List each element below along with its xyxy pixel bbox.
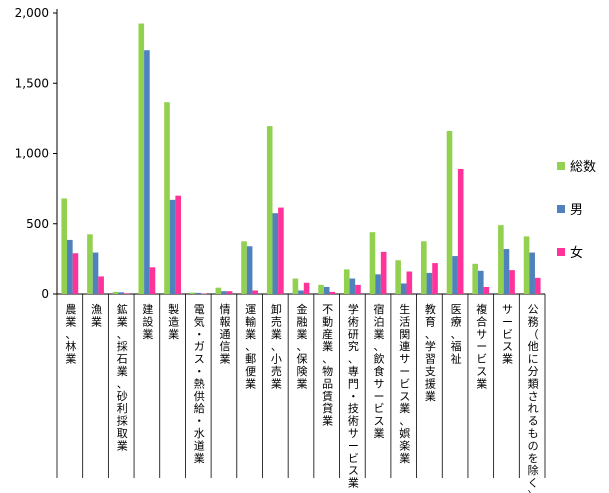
bar-女-11 xyxy=(355,284,361,294)
category-label: 学術研究、専門・技術サービス業 xyxy=(348,302,359,490)
category-label: サービス業 xyxy=(502,303,513,366)
category-label: 医療、福祉 xyxy=(451,303,462,366)
bar-総数-7 xyxy=(241,241,247,294)
bar-男-5 xyxy=(195,292,202,294)
category-labels: 農業、林業 漁業 鉱業、採石業、砂利採取業 建設業 製造業 電気・ガス・熱供給・水道業 情報… xyxy=(65,302,538,493)
bar-総数-15 xyxy=(446,131,453,294)
bar-女-0 xyxy=(72,253,79,294)
bar-総数-6 xyxy=(215,287,222,294)
bar-男-4 xyxy=(169,199,176,294)
bar-女-17 xyxy=(509,270,515,294)
bar-総数-4 xyxy=(164,102,170,294)
bar-男-0 xyxy=(67,239,73,294)
category-label: 運輸業、郵便業 xyxy=(245,303,256,390)
category-label: 製造業 xyxy=(168,302,179,341)
bar-女-12 xyxy=(380,251,387,294)
y-tick-label: 500 xyxy=(26,217,49,231)
bar-女-8 xyxy=(278,207,284,294)
category-label: 生活関連サービス業、娯楽業 xyxy=(399,302,410,465)
bar-女-3 xyxy=(149,267,156,294)
category-label: 教育、学習支援業 xyxy=(425,303,436,403)
bar-男-11 xyxy=(349,278,356,294)
bar-女-5 xyxy=(201,293,207,295)
bar-男-9 xyxy=(298,290,304,294)
category-label: 漁業 xyxy=(91,302,102,328)
category-label: 公務（他に分類されるものを除く） xyxy=(528,303,539,493)
bar-総数-17 xyxy=(498,225,504,294)
category-label: 金融業、保険業 xyxy=(297,302,308,390)
bar-総数-18 xyxy=(523,236,530,294)
bar-総数-5 xyxy=(189,292,196,294)
bar-総数-11 xyxy=(343,269,350,294)
bar-女-1 xyxy=(98,276,104,294)
category-label: 鉱業、採石業、砂利採取業 xyxy=(117,302,128,452)
bar-男-14 xyxy=(426,272,433,294)
bar-女-4 xyxy=(175,195,181,294)
category-label: 建設業 xyxy=(142,302,153,341)
category-label: 農業、林業 xyxy=(65,302,76,366)
bar-男-17 xyxy=(503,249,510,294)
legend-label: 総数 xyxy=(570,160,596,175)
bar-女-6 xyxy=(226,291,233,294)
bar-女-14 xyxy=(432,263,438,294)
bar-男-3 xyxy=(144,50,150,294)
bar-総数-9 xyxy=(292,278,299,294)
bar-男-10 xyxy=(323,286,330,294)
bar-女-7 xyxy=(252,290,259,294)
legend-swatch xyxy=(557,248,565,256)
bar-女-15 xyxy=(457,168,464,294)
bar-男-15 xyxy=(452,256,458,294)
legend-label: 女 xyxy=(570,245,583,261)
bar-女-2 xyxy=(124,293,130,294)
category-label: 複合サービス業 xyxy=(476,302,487,390)
y-tick-label: 2,000 xyxy=(15,6,49,20)
bar-男-7 xyxy=(246,246,253,294)
bar-女-16 xyxy=(483,286,490,294)
legend-swatch xyxy=(557,162,565,170)
bar-総数-3 xyxy=(138,23,145,294)
bar-総数-1 xyxy=(87,234,93,294)
bar-男-8 xyxy=(272,213,279,294)
bar-総数-16 xyxy=(472,263,478,294)
y-tick-label: 0 xyxy=(41,287,49,301)
bar-男-6 xyxy=(221,291,227,294)
y-tick-label: 1,000 xyxy=(15,147,49,161)
legend-label: 男 xyxy=(570,203,583,218)
chart-bars xyxy=(61,23,541,295)
bar-男-12 xyxy=(375,274,381,294)
bar-総数-2 xyxy=(112,291,119,294)
bar-男-1 xyxy=(92,252,99,294)
bar-総数-10 xyxy=(318,284,324,294)
bar-総数-14 xyxy=(421,241,427,294)
bar-女-18 xyxy=(534,277,541,294)
bar-女-13 xyxy=(406,271,413,294)
bar-男-18 xyxy=(529,252,535,294)
category-label: 情報通信業 xyxy=(219,303,230,366)
bar-男-16 xyxy=(477,270,484,294)
category-label: 宿泊業、飲食サービス業 xyxy=(374,302,385,440)
bar-男-2 xyxy=(118,292,125,294)
bar-総数-13 xyxy=(395,260,401,294)
bar-総数-8 xyxy=(266,126,273,294)
bar-総数-12 xyxy=(369,232,376,294)
category-label: 電気・ガス・熱供給・水道業 xyxy=(194,303,205,465)
y-tick-label: 1,500 xyxy=(15,76,49,90)
bar-女-9 xyxy=(303,282,310,294)
legend-swatch xyxy=(557,205,565,213)
bar-総数-0 xyxy=(61,198,68,294)
bar-男-13 xyxy=(400,283,407,294)
category-label: 不動産業、物品賃貸業 xyxy=(322,303,333,428)
bar-女-10 xyxy=(329,291,336,294)
category-label: 卸売業、小売業 xyxy=(271,302,282,390)
